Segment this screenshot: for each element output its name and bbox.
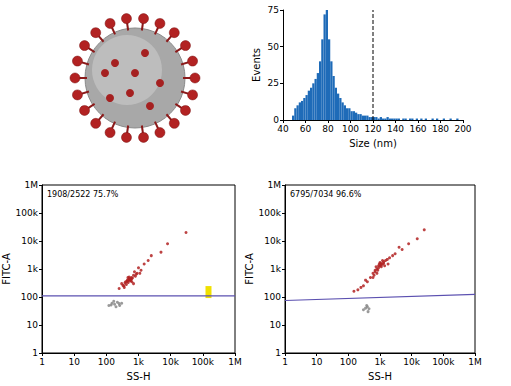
svg-text:1M: 1M	[468, 357, 482, 367]
svg-text:10k: 10k	[264, 236, 281, 246]
svg-text:10: 10	[311, 357, 323, 367]
svg-text:100: 100	[340, 357, 357, 367]
svg-text:Size (nm): Size (nm)	[349, 138, 397, 149]
svg-text:1: 1	[32, 348, 38, 358]
svg-text:1k: 1k	[375, 357, 387, 367]
svg-text:FITC-A: FITC-A	[1, 253, 12, 285]
svg-text:10k: 10k	[21, 236, 38, 246]
svg-text:100k: 100k	[16, 208, 39, 218]
svg-text:100k: 100k	[192, 357, 215, 367]
svg-text:1M: 1M	[228, 357, 242, 367]
svg-text:FITC-A: FITC-A	[244, 253, 255, 285]
svg-text:80: 80	[322, 124, 334, 134]
svg-text:200: 200	[454, 124, 471, 134]
svg-text:1: 1	[39, 357, 45, 367]
svg-text:6795/7034 96.6%: 6795/7034 96.6%	[290, 190, 362, 199]
svg-text:100: 100	[21, 292, 38, 302]
svg-text:0: 0	[273, 115, 279, 125]
svg-text:40: 40	[277, 124, 289, 134]
svg-text:60: 60	[300, 124, 312, 134]
svg-text:100: 100	[98, 357, 115, 367]
svg-text:1k: 1k	[133, 357, 145, 367]
svg-text:50: 50	[268, 42, 280, 52]
svg-text:1M: 1M	[268, 180, 282, 190]
svg-text:1k: 1k	[270, 264, 282, 274]
svg-text:180: 180	[432, 124, 449, 134]
svg-text:25: 25	[268, 78, 279, 88]
svg-text:10: 10	[68, 357, 80, 367]
svg-text:10k: 10k	[403, 357, 420, 367]
svg-text:100: 100	[264, 292, 281, 302]
svg-text:10: 10	[270, 320, 282, 330]
svg-text:1k: 1k	[27, 264, 39, 274]
svg-text:10: 10	[27, 320, 39, 330]
svg-text:SS-H: SS-H	[368, 371, 392, 382]
svg-text:1: 1	[282, 357, 288, 367]
svg-text:75: 75	[268, 5, 279, 15]
svg-text:160: 160	[409, 124, 426, 134]
svg-text:120: 120	[364, 124, 381, 134]
svg-text:100: 100	[342, 124, 359, 134]
svg-text:100k: 100k	[432, 357, 455, 367]
svg-text:100k: 100k	[259, 208, 282, 218]
svg-text:Events: Events	[251, 48, 262, 82]
svg-text:1908/2522 75.7%: 1908/2522 75.7%	[47, 190, 119, 199]
svg-text:140: 140	[387, 124, 404, 134]
svg-text:SS-H: SS-H	[127, 371, 151, 382]
svg-text:1M: 1M	[25, 180, 39, 190]
svg-text:1: 1	[275, 348, 281, 358]
svg-text:10k: 10k	[162, 357, 179, 367]
